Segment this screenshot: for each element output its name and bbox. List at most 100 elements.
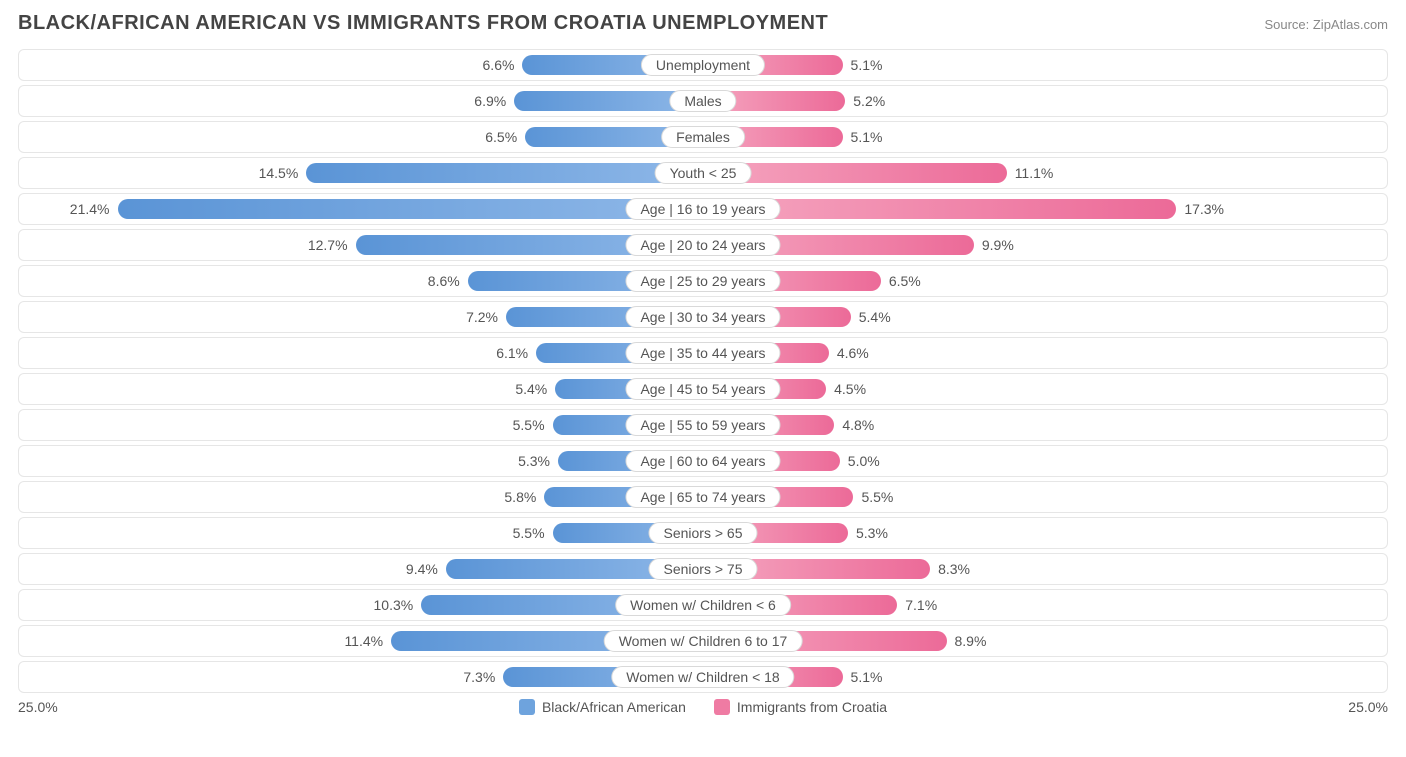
value-label-right: 5.0% [840,453,888,469]
bar-half-left: 5.5% [19,518,703,548]
legend-label-left: Black/African American [542,699,686,715]
category-label: Age | 25 to 29 years [625,270,780,292]
bar-half-left: 5.8% [19,482,703,512]
bar-half-left: 5.4% [19,374,703,404]
bar-half-right: 5.3% [703,518,1387,548]
value-label-right: 4.8% [834,417,882,433]
value-label-left: 5.8% [496,489,544,505]
bar-half-right: 8.3% [703,554,1387,584]
chart-row: 6.9%5.2%Males [18,85,1388,117]
value-label-left: 8.6% [420,273,468,289]
value-label-left: 12.7% [300,237,356,253]
value-label-right: 5.5% [853,489,901,505]
category-label: Age | 35 to 44 years [625,342,780,364]
value-label-right: 5.3% [848,525,896,541]
value-label-right: 5.1% [843,129,891,145]
bar-half-right: 5.1% [703,122,1387,152]
value-label-right: 6.5% [881,273,929,289]
bar-half-left: 10.3% [19,590,703,620]
bar-half-left: 6.1% [19,338,703,368]
bar-half-left: 6.6% [19,50,703,80]
category-label: Youth < 25 [655,162,752,184]
value-label-right: 9.9% [974,237,1022,253]
chart-row: 11.4% 8.9% Women w/ Children 6 to 17 [18,625,1388,657]
value-label-left: 21.4% [62,201,118,217]
bar-half-right: 11.1% [703,158,1387,188]
value-label-right: 4.5% [826,381,874,397]
header: BLACK/AFRICAN AMERICAN VS IMMIGRANTS FRO… [18,12,1388,35]
category-label: Age | 60 to 64 years [625,450,780,472]
value-label-right: 7.1% [897,597,945,613]
value-label-right: 5.1% [843,669,891,685]
bar-half-left: 5.5% [19,410,703,440]
value-label-right: 4.6% [829,345,877,361]
legend-label-right: Immigrants from Croatia [737,699,887,715]
category-label: Seniors > 75 [649,558,758,580]
category-label: Age | 20 to 24 years [625,234,780,256]
chart-row: 5.5% 4.8% Age | 55 to 59 years [18,409,1388,441]
chart-row: 6.5% 5.1% Females [18,121,1388,153]
value-label-left: 6.1% [488,345,536,361]
chart-row: 9.4% 8.3%Seniors > 75 [18,553,1388,585]
value-label-right: 17.3% [1176,201,1232,217]
category-label: Age | 45 to 54 years [625,378,780,400]
value-label-left: 5.5% [505,525,553,541]
bar-half-right: 17.3% [703,194,1387,224]
bar-left [118,199,704,219]
bar-half-left: 8.6% [19,266,703,296]
bar-half-right: 5.5% [703,482,1387,512]
legend-swatch-right [714,699,730,715]
bar-half-right: 6.5% [703,266,1387,296]
category-label: Age | 65 to 74 years [625,486,780,508]
category-label: Age | 30 to 34 years [625,306,780,328]
category-label: Women w/ Children < 18 [611,666,794,688]
chart-title: BLACK/AFRICAN AMERICAN VS IMMIGRANTS FRO… [18,12,828,35]
value-label-left: 9.4% [398,561,446,577]
value-label-right: 8.9% [947,633,995,649]
chart-row: 5.3% 5.0% Age | 60 to 64 years [18,445,1388,477]
value-label-left: 5.4% [507,381,555,397]
legend-item-left: Black/African American [519,699,686,715]
category-label: Age | 55 to 59 years [625,414,780,436]
bar-half-left: 5.3% [19,446,703,476]
diverging-bar-chart: 6.6%5.1%Unemployment6.9%5.2%Males6.5%5.1… [18,49,1388,693]
category-label: Age | 16 to 19 years [625,198,780,220]
value-label-left: 7.3% [455,669,503,685]
chart-row: 6.6%5.1%Unemployment [18,49,1388,81]
category-label: Seniors > 65 [649,522,758,544]
chart-row: 5.8% 5.5% Age | 65 to 74 years [18,481,1388,513]
axis-max-right: 25.0% [1328,699,1388,715]
value-label-left: 10.3% [366,597,422,613]
chart-row: 5.4% 4.5% Age | 45 to 54 years [18,373,1388,405]
bar-half-left: 7.2% [19,302,703,332]
value-label-left: 14.5% [251,165,307,181]
category-label: Women w/ Children < 6 [615,594,791,616]
bar-half-right: 5.2% [703,86,1387,116]
legend-item-right: Immigrants from Croatia [714,699,887,715]
value-label-right: 11.1% [1007,165,1062,181]
bar-half-right: 9.9% [703,230,1387,260]
chart-row: 14.5% 11.1% Youth < 25 [18,157,1388,189]
bar-half-right: 5.4% [703,302,1387,332]
value-label-left: 5.3% [510,453,558,469]
bar-half-right: 5.1% [703,662,1387,692]
bar-half-right: 4.6% [703,338,1387,368]
bar-half-left: 9.4% [19,554,703,584]
bar-half-right: 7.1% [703,590,1387,620]
legend-swatch-left [519,699,535,715]
category-label: Females [661,126,745,148]
value-label-left: 6.5% [477,129,525,145]
category-label: Males [669,90,736,112]
chart-row: 8.6% 6.5% Age | 25 to 29 years [18,265,1388,297]
chart-row: 6.1% 4.6% Age | 35 to 44 years [18,337,1388,369]
value-label-right: 5.2% [845,93,893,109]
chart-row: 21.4% 17.3% Age | 16 to 19 years [18,193,1388,225]
value-label-left: 7.2% [458,309,506,325]
bar-half-left: 11.4% [19,626,703,656]
bar-half-right: 5.0% [703,446,1387,476]
bar-half-left: 14.5% [19,158,703,188]
bar-half-left: 21.4% [19,194,703,224]
category-label: Women w/ Children 6 to 17 [604,630,803,652]
legend: Black/African American Immigrants from C… [78,699,1328,715]
value-label-left: 11.4% [336,633,391,649]
